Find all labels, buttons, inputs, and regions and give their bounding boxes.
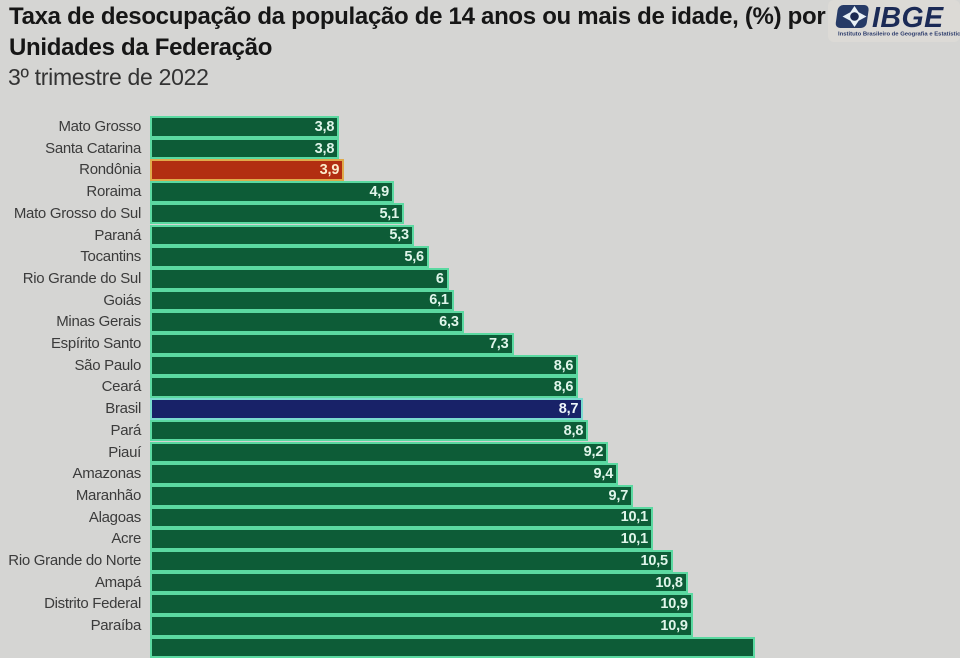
svg-text:IBGE: IBGE	[872, 2, 944, 34]
svg-text:Instituto Brasileiro de Geogra: Instituto Brasileiro de Geografia e Esta…	[838, 32, 960, 38]
